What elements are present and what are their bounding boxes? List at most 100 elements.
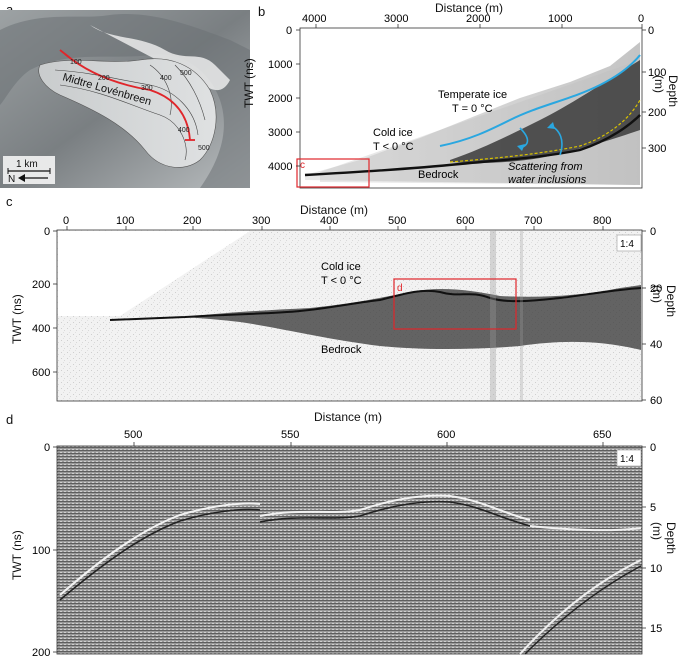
depth-tick-label: 300 xyxy=(648,143,666,155)
x-tick-label: 0 xyxy=(63,215,69,227)
inset-letter: d xyxy=(397,283,403,294)
inset-box-c xyxy=(296,158,370,188)
scattering-label: water inclusions xyxy=(508,174,587,186)
x-tick-label: 550 xyxy=(281,429,299,441)
panel-d-top-axis-title: Distance (m) xyxy=(314,410,383,424)
depth-tick-label: 0 xyxy=(650,226,656,238)
inset-letter: c xyxy=(300,160,305,171)
x-ticks xyxy=(315,24,643,28)
profile-line xyxy=(64,53,191,141)
scale-label: 1 km xyxy=(16,159,38,170)
arrow-icon xyxy=(517,144,525,151)
x-tick-label: 800 xyxy=(593,215,611,227)
reflector-hyperbola xyxy=(59,508,261,601)
x-tick-label: 600 xyxy=(456,215,474,227)
contour-label: 400 xyxy=(178,127,190,134)
depth-ticks xyxy=(642,446,646,629)
contour-line xyxy=(174,64,206,121)
x-tick-label: 2000 xyxy=(466,13,490,25)
panel-d-letter: d xyxy=(6,412,14,427)
temperate-ice-label: T = 0 °C xyxy=(452,103,493,115)
plot-frame xyxy=(56,445,643,655)
panel-c-letter: c xyxy=(6,194,13,209)
bed-dashed-line xyxy=(449,99,641,163)
panel-b-letter: b xyxy=(258,4,266,19)
reflector-hyperbola xyxy=(59,502,261,596)
temperate-ice-label: Temperate ice xyxy=(438,89,507,101)
legend-box xyxy=(3,156,55,184)
x-tick-label: 100 xyxy=(116,215,134,227)
ratio-badge xyxy=(616,234,642,252)
x-ticks xyxy=(133,442,604,446)
y-tick-label: 0 xyxy=(286,25,292,37)
contour-line xyxy=(149,64,172,116)
panel-c-top-axis-title: Distance (m) xyxy=(300,203,369,217)
depth-tick-label: 0 xyxy=(648,25,654,37)
x-tick-label: 700 xyxy=(524,215,542,227)
contour-label: 300 xyxy=(141,85,153,92)
panel-c-radargram: d 1:4 0 100 200 300 400 500 600 700 800 … xyxy=(32,215,662,407)
panel-b-top-axis-title: Distance (m) xyxy=(435,1,504,15)
reflector-hyperbola xyxy=(524,565,642,655)
contour-line xyxy=(59,84,187,161)
profile-line-cap xyxy=(59,49,71,59)
temperate-boundary xyxy=(439,54,641,147)
contour-label: 200 xyxy=(98,75,110,82)
contour-label: 500 xyxy=(198,145,210,152)
x-tick-label: 4000 xyxy=(302,13,326,25)
x-tick-label: 650 xyxy=(593,429,611,441)
y-tick-label: 2000 xyxy=(268,93,292,105)
depth-tick-label: 60 xyxy=(650,395,662,407)
panel-a-map: 100 200 300 400 400 500 500 Midtre Lovén… xyxy=(0,10,250,188)
y-tick-label: 0 xyxy=(44,442,50,454)
panel-b-radargram: 4000 3000 2000 1000 0 0 1000 2000 3000 4… xyxy=(268,13,666,189)
bedrock-reflector xyxy=(304,114,641,177)
glacier-surface xyxy=(38,58,217,168)
x-tick-label: 300 xyxy=(252,215,270,227)
y-tick-label: 200 xyxy=(32,279,50,291)
y-tick-label: 1000 xyxy=(268,59,292,71)
panel-a-letter: a xyxy=(6,2,14,17)
inset-box-d xyxy=(393,278,517,330)
depth-ticks xyxy=(642,29,646,149)
reflector-hyperbola xyxy=(529,525,642,532)
x-tick-label: 3000 xyxy=(384,13,408,25)
reflector-hyperbola xyxy=(519,559,642,655)
y-ticks xyxy=(53,446,57,653)
y-tick-label: 4000 xyxy=(268,161,292,173)
contour-label: 500 xyxy=(180,70,192,77)
y-tick-label: 100 xyxy=(32,545,50,557)
x-tick-label: 0 xyxy=(638,13,644,25)
depth-tick-label: 40 xyxy=(650,339,662,351)
contour-line xyxy=(54,69,199,136)
depth-tick-label: 0 xyxy=(650,442,656,454)
ratio-label: 1:4 xyxy=(620,239,634,250)
reflector-hyperbola xyxy=(259,500,531,527)
depth-tick-label: 200 xyxy=(648,107,666,119)
y-tick-label: 400 xyxy=(32,323,50,335)
bedrock-label: Bedrock xyxy=(418,169,459,181)
scattering-label: Scattering from xyxy=(508,161,583,173)
x-tick-label: 1000 xyxy=(548,13,572,25)
arrow-icon xyxy=(547,122,555,129)
bedrock-label: Bedrock xyxy=(321,344,362,356)
ratio-label: 1:4 xyxy=(620,454,634,465)
x-ticks xyxy=(66,226,604,230)
noise-column xyxy=(520,231,523,401)
cold-ice-label: T < 0 °C xyxy=(321,275,362,287)
depth-tick-label: 100 xyxy=(648,67,666,79)
bedrock-reflector xyxy=(109,287,642,321)
cold-ice-label: T < 0 °C xyxy=(373,141,414,153)
panel-d-radargram: 1:4 500 550 600 650 0 100 200 0 5 10 15 xyxy=(32,429,662,658)
temperate-ice-zone xyxy=(450,60,640,163)
x-tick-label: 400 xyxy=(320,215,338,227)
depth-ticks xyxy=(642,230,646,401)
depth-tick-label: 10 xyxy=(650,563,662,575)
ratio-badge xyxy=(616,449,642,467)
y-tick-label: 0 xyxy=(44,226,50,238)
contour-label: 100 xyxy=(70,59,82,66)
y-tick-label: 200 xyxy=(32,647,50,658)
x-tick-label: 500 xyxy=(124,429,142,441)
depth-tick-label: 15 xyxy=(650,623,662,635)
noise-column xyxy=(490,231,496,401)
